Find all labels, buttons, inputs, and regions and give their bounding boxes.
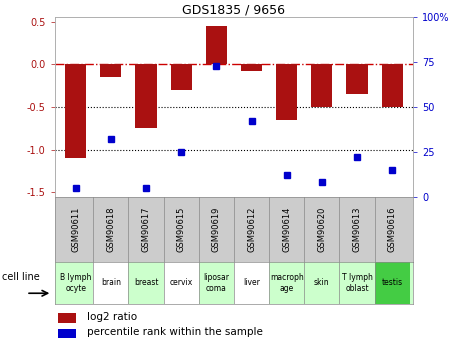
- Text: B lymph
ocyte: B lymph ocyte: [60, 273, 91, 293]
- Bar: [199, 262, 234, 304]
- Text: GSM90617: GSM90617: [142, 207, 151, 252]
- Text: log2 ratio: log2 ratio: [87, 312, 137, 322]
- Text: GSM90619: GSM90619: [212, 207, 221, 252]
- Text: GSM90615: GSM90615: [177, 207, 186, 252]
- Text: GSM90611: GSM90611: [71, 207, 80, 252]
- Text: cell line: cell line: [2, 272, 40, 282]
- Bar: [234, 262, 269, 304]
- Bar: [276, 64, 297, 120]
- Text: GSM90616: GSM90616: [388, 207, 397, 252]
- Bar: [269, 262, 304, 304]
- Bar: [304, 262, 340, 304]
- Text: macroph
age: macroph age: [270, 273, 304, 293]
- Bar: [58, 262, 93, 304]
- Text: GSM90618: GSM90618: [106, 207, 115, 252]
- Text: liposar
coma: liposar coma: [203, 273, 229, 293]
- Bar: [58, 329, 76, 338]
- Text: GSM90612: GSM90612: [247, 207, 256, 252]
- Bar: [241, 64, 262, 71]
- Text: liver: liver: [243, 278, 260, 287]
- Text: skin: skin: [314, 278, 330, 287]
- Text: GSM90613: GSM90613: [352, 207, 361, 252]
- Bar: [206, 26, 227, 64]
- Bar: [346, 64, 368, 94]
- Bar: [381, 64, 403, 107]
- Text: testis: testis: [381, 278, 403, 287]
- Text: percentile rank within the sample: percentile rank within the sample: [87, 327, 263, 337]
- Bar: [65, 64, 86, 158]
- Bar: [128, 262, 163, 304]
- Text: brain: brain: [101, 278, 121, 287]
- Bar: [311, 64, 332, 107]
- Bar: [135, 64, 157, 128]
- Bar: [340, 262, 375, 304]
- Bar: [163, 262, 199, 304]
- Bar: [171, 64, 192, 90]
- Bar: [58, 313, 76, 323]
- Text: GSM90620: GSM90620: [317, 207, 326, 252]
- Text: breast: breast: [134, 278, 158, 287]
- Bar: [375, 262, 410, 304]
- Title: GDS1835 / 9656: GDS1835 / 9656: [182, 3, 285, 16]
- Bar: [100, 64, 122, 77]
- Bar: [93, 262, 128, 304]
- Text: cervix: cervix: [170, 278, 193, 287]
- Text: T lymph
oblast: T lymph oblast: [342, 273, 372, 293]
- Text: GSM90614: GSM90614: [282, 207, 291, 252]
